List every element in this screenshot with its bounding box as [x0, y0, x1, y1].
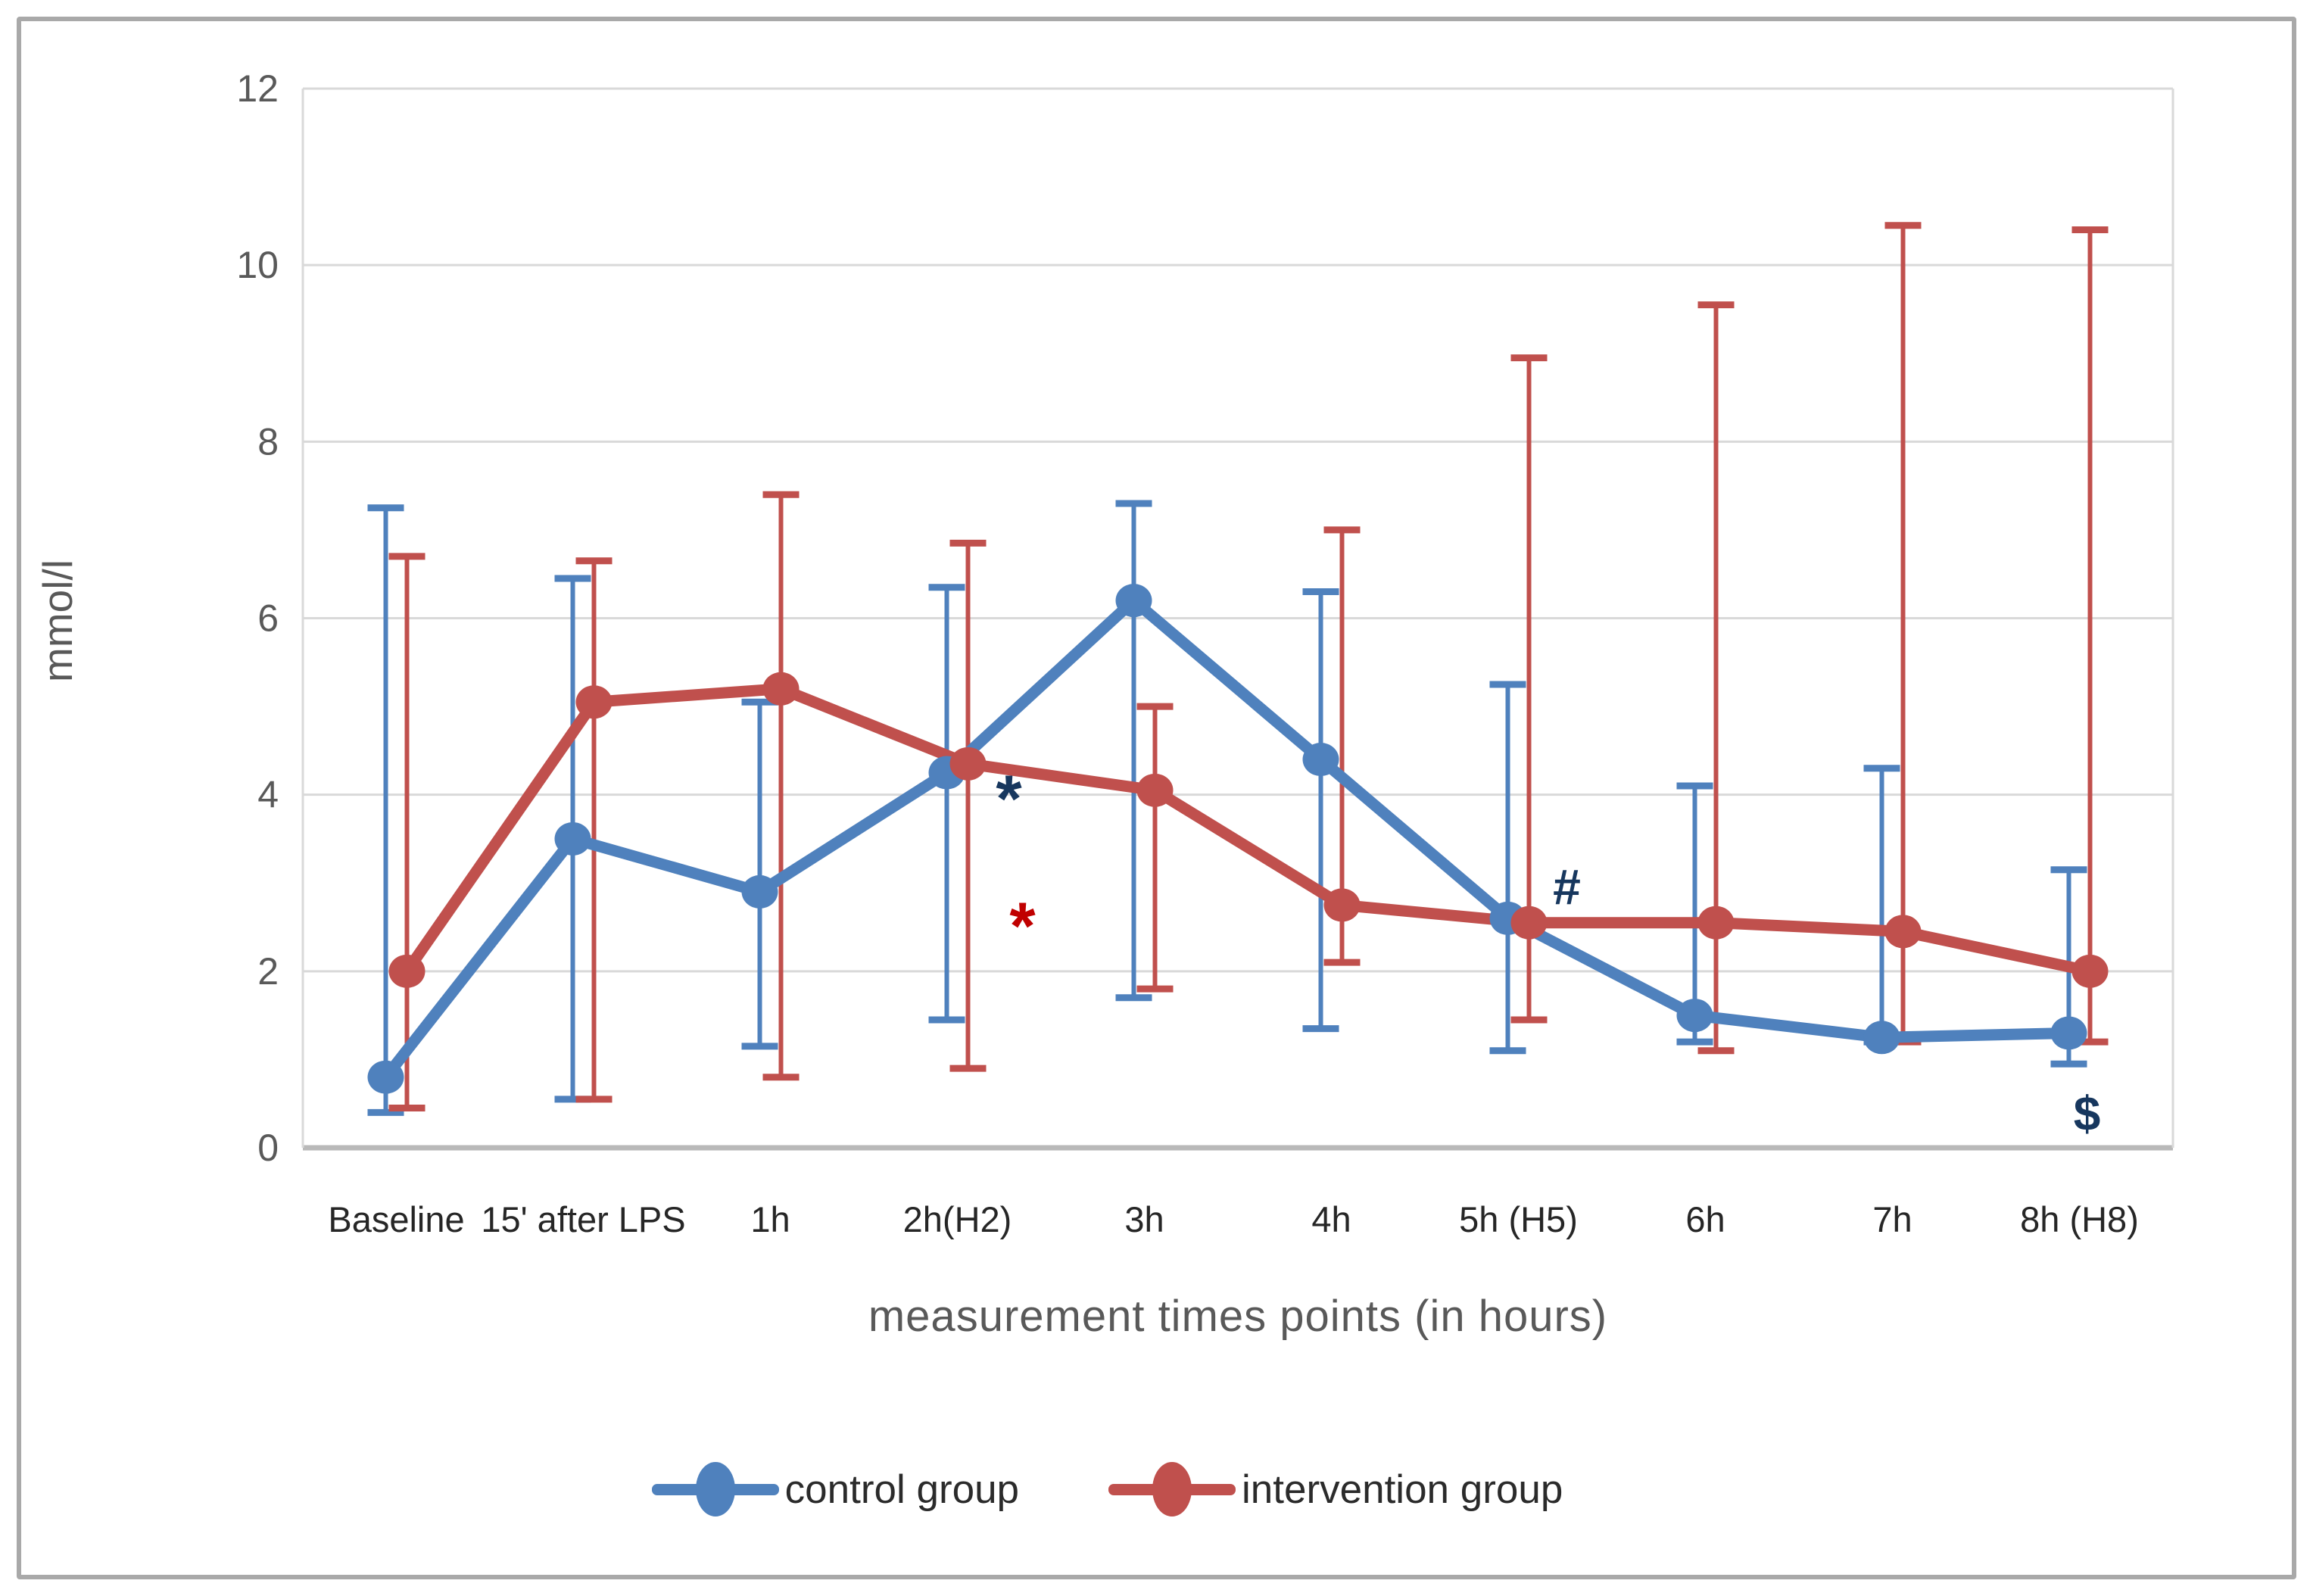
legend-label-intervention: intervention group: [1242, 1467, 1563, 1512]
x-tick-label: 3h: [1124, 1199, 1164, 1239]
data-point-intervention: [1510, 906, 1548, 940]
annotation-hash: #: [1553, 859, 1581, 915]
data-point-control: [1115, 584, 1152, 618]
x-tick-label: 15' after LPS: [481, 1199, 685, 1239]
data-point-intervention: [1884, 915, 1922, 949]
annotation-asterisk: *: [996, 761, 1022, 836]
x-tick-label: 4h: [1311, 1199, 1351, 1239]
series-line-control: [380, 594, 2075, 1083]
data-point-control: [367, 1060, 404, 1094]
legend-item-control: control group: [651, 1461, 1020, 1517]
x-tick-label: 1h: [750, 1199, 790, 1239]
y-tick-label: 2: [257, 950, 279, 993]
intervention-series-marker-icon: [1108, 1461, 1236, 1517]
data-point-control: [1302, 743, 1339, 777]
y-tick-label: 0: [257, 1127, 279, 1169]
data-point-intervention: [388, 954, 426, 988]
data-point-intervention: [1136, 773, 1174, 807]
data-point-intervention: [2071, 954, 2109, 988]
x-tick-label: Baseline: [328, 1199, 464, 1239]
y-tick-label: 8: [257, 420, 279, 463]
data-point-intervention: [949, 747, 987, 781]
data-point-control: [741, 874, 778, 909]
annotation-asterisk: *: [1009, 888, 1036, 963]
series-line-intervention: [401, 683, 2096, 977]
data-point-intervention: [1697, 906, 1735, 940]
legend-item-intervention: intervention group: [1108, 1461, 1563, 1517]
x-axis-title: measurement times points (in hours): [868, 1292, 1608, 1341]
data-point-control: [1676, 999, 1713, 1033]
legend-label-control: control group: [784, 1467, 1020, 1512]
x-tick-label: 8h (H8): [2020, 1199, 2139, 1239]
x-tick-label: 6h: [1685, 1199, 1725, 1239]
y-tick-label: 6: [257, 597, 279, 640]
data-point-control: [554, 821, 591, 856]
annotation-dollar: $: [2074, 1086, 2101, 1140]
x-tick-label: 7h: [1872, 1199, 1912, 1239]
control-series-marker-icon: [651, 1461, 779, 1517]
data-point-control: [2050, 1016, 2087, 1050]
x-tick-label: 5h (H5): [1459, 1199, 1578, 1239]
data-point-intervention: [762, 672, 800, 706]
data-point-intervention: [575, 685, 613, 719]
y-axis-title: mmol/l: [34, 560, 81, 682]
y-tick-label: 10: [236, 244, 279, 286]
data-point-intervention: [1323, 888, 1361, 922]
legend: control group intervention group: [0, 1448, 2215, 1531]
x-tick-label: 2h(H2): [903, 1199, 1012, 1239]
data-point-control: [1863, 1021, 1900, 1055]
y-tick-label: 4: [257, 774, 279, 816]
y-tick-label: 12: [236, 67, 279, 110]
